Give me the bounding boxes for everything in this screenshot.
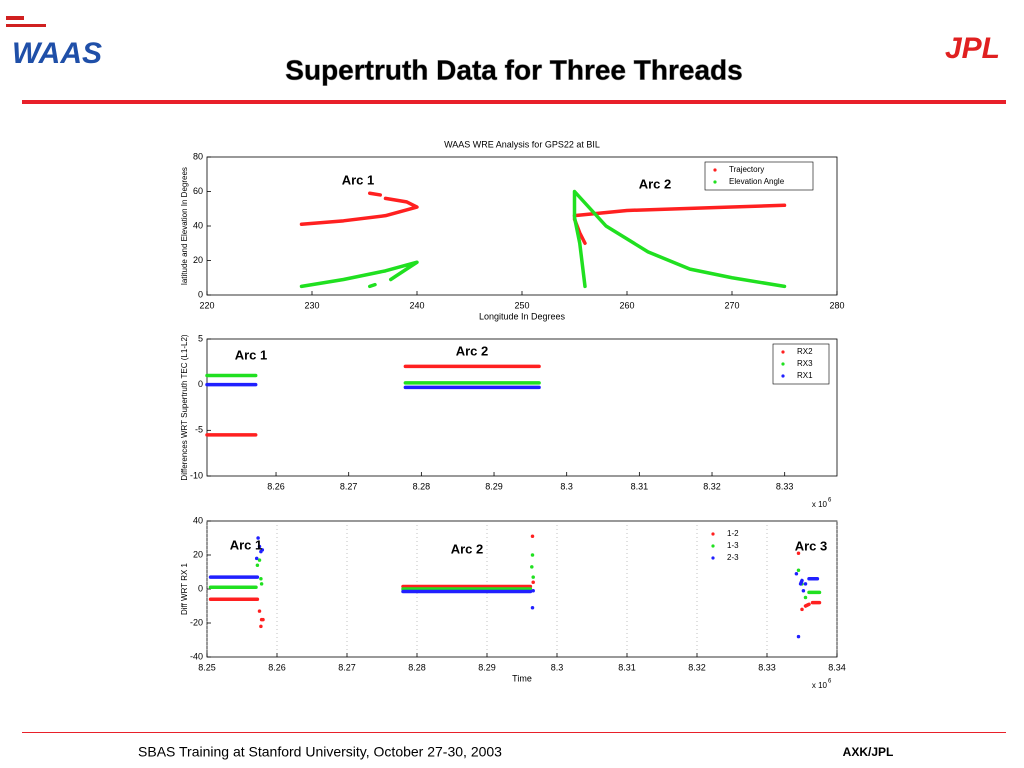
legend-box — [704, 161, 814, 191]
x-tick-label: 8.33 — [758, 662, 776, 672]
x-tick-label: 220 — [199, 300, 214, 310]
waas-logo: WAAS — [6, 16, 102, 70]
title-rule — [22, 100, 1006, 104]
x-multiplier: x 10 — [812, 500, 828, 509]
jpl-logo: JPL — [945, 32, 1000, 65]
slide-title: Supertruth Data for Three Threads — [285, 54, 742, 85]
x-tick-label: 8.29 — [485, 481, 503, 491]
x-tick-label: 270 — [724, 300, 739, 310]
legend-label: RX2 — [797, 347, 813, 356]
x-multiplier: x 10 — [812, 681, 828, 690]
x-tick-label: 250 — [514, 300, 529, 310]
annotation: Arc 1 — [230, 537, 263, 552]
series-line — [299, 189, 787, 289]
x-tick-label: 8.32 — [703, 481, 721, 491]
y-tick-label: 0 — [198, 583, 203, 593]
series-line — [208, 536, 820, 639]
x-tick-label: 8.33 — [776, 481, 794, 491]
y-tick-label: -40 — [190, 651, 203, 661]
x-tick-label: 8.25 — [198, 662, 216, 672]
y-tick-label: 60 — [193, 186, 203, 196]
x-tick-label: 8.27 — [338, 662, 356, 672]
x-tick-label: 8.28 — [413, 481, 431, 491]
series-line — [208, 534, 822, 629]
y-axis-label: Differences WRT Supertruth TEC (L1-L2) — [180, 334, 189, 480]
series-line — [299, 191, 787, 245]
y-tick-label: 20 — [193, 549, 203, 559]
y-tick-label: 5 — [198, 333, 203, 343]
x-tick-label: 8.27 — [340, 481, 358, 491]
y-tick-label: -20 — [190, 617, 203, 627]
x-tick-label: 8.34 — [828, 662, 846, 672]
legend-marker — [781, 362, 785, 366]
x-multiplier-exponent: 6 — [828, 498, 832, 504]
x-tick-label: 8.29 — [478, 662, 496, 672]
y-tick-label: -5 — [195, 425, 203, 435]
x-tick-label: 8.3 — [560, 481, 573, 491]
logo-text: WAAS — [12, 37, 102, 70]
x-tick-label: 8.26 — [268, 662, 286, 672]
series-line — [205, 364, 541, 437]
x-tick-label: 260 — [619, 300, 634, 310]
x-tick-label: 280 — [829, 300, 844, 310]
x-tick-label: 8.26 — [267, 481, 285, 491]
y-tick-label: 0 — [198, 289, 203, 299]
plot-area — [206, 338, 838, 477]
y-tick-label: 0 — [198, 379, 203, 389]
y-tick-label: 40 — [193, 515, 203, 525]
x-multiplier-exponent: 6 — [828, 679, 832, 685]
x-tick-label: 230 — [304, 300, 319, 310]
legend-marker — [711, 556, 715, 560]
y-tick-label: 80 — [193, 151, 203, 161]
y-axis-label: Diff WRT RX 1 — [180, 562, 189, 615]
footer-left: SBAS Training at Stanford University, Oc… — [138, 744, 502, 760]
legend-marker — [713, 168, 717, 172]
x-axis-label: Longitude In Degrees — [479, 311, 566, 321]
y-tick-label: 40 — [193, 220, 203, 230]
annotation: Arc 2 — [639, 176, 672, 191]
y-tick-label: 20 — [193, 255, 203, 265]
legend-label: 1-3 — [727, 541, 739, 550]
footer-right: AXK/JPL — [843, 745, 894, 759]
legend-marker — [713, 180, 717, 184]
y-axis-label: latitude and Elevation In Degrees — [180, 167, 189, 285]
x-tick-label: 8.32 — [688, 662, 706, 672]
footer-rule — [22, 732, 1006, 733]
x-tick-label: 8.31 — [618, 662, 636, 672]
logo-stripe — [6, 16, 24, 20]
x-axis-label: Time — [512, 673, 532, 683]
series-line — [205, 373, 541, 385]
legend-label: RX1 — [797, 371, 813, 380]
chart-title: WAAS WRE Analysis for GPS22 at BIL — [444, 139, 600, 149]
annotation: Arc 2 — [451, 541, 484, 556]
legend-marker — [711, 544, 715, 548]
x-tick-label: 8.31 — [631, 481, 649, 491]
legend-label: 2-3 — [727, 553, 739, 562]
legend-marker — [781, 374, 785, 378]
legend-label: Elevation Angle — [729, 177, 785, 186]
series-line — [205, 382, 541, 390]
annotation: Arc 3 — [795, 538, 828, 553]
legend-marker — [781, 350, 785, 354]
x-tick-label: 8.28 — [408, 662, 426, 672]
legend-marker — [711, 532, 715, 536]
y-tick-label: -10 — [190, 470, 203, 480]
legend-label: Trajectory — [729, 165, 764, 174]
legend-label: 1-2 — [727, 529, 739, 538]
annotation: Arc 1 — [342, 172, 375, 187]
x-tick-label: 8.3 — [551, 662, 564, 672]
x-tick-label: 240 — [409, 300, 424, 310]
annotation: Arc 1 — [235, 347, 268, 362]
logo-stripe — [6, 24, 46, 27]
annotation: Arc 2 — [456, 343, 489, 358]
legend-label: RX3 — [797, 359, 813, 368]
